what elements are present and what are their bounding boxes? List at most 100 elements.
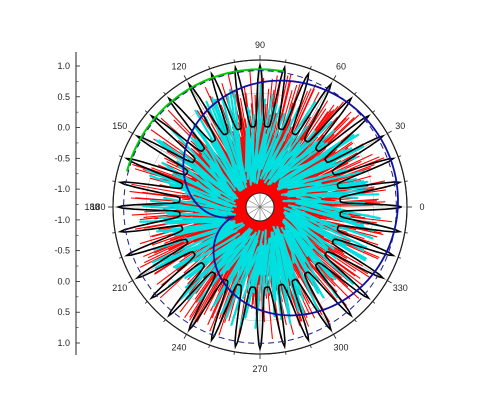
cyan-spike [283,175,324,189]
hub-spoke [259,199,273,208]
cyan-spike [251,128,255,183]
radial-tick-label: -0.5 [54,246,70,256]
radial-tick-label: 1.0 [57,61,70,71]
angle-tick-mark [144,301,148,304]
angle-tick-mark [404,232,408,234]
hub-spoke [259,206,268,220]
cyan-spike [278,156,319,183]
hub-spoke [247,199,261,208]
cyan-spike [287,181,322,190]
polar-frame [108,55,412,359]
cyan-spike [295,195,335,205]
cyan-spike [290,210,321,231]
cyan-spike [287,178,358,193]
cyan-spike [263,149,286,184]
radial-axis: 1.0 0.5 0.0 -0.5 -1.0 -1.0 -0.5 0.0 0.5 1.0 180 [54,52,100,355]
cyan-spike [284,226,306,262]
angle-label-270: 270 [252,364,267,374]
cyan-spike [213,98,248,189]
radial-tick-label: 0.0 [57,276,70,286]
cyan-spike [300,197,329,210]
hub-spoke [259,206,273,215]
cyan-spike [283,233,320,313]
angle-tick-mark [128,130,133,134]
cyan-spike [194,138,237,192]
angle-tick-mark [354,319,357,323]
cyan-spike [151,222,241,264]
angle-label-330: 330 [393,283,408,293]
radial-tick-label: 0.0 [57,123,70,133]
cyan-spike [230,235,258,292]
series-cyan-spikes [139,84,384,329]
angle-label-300: 300 [333,342,348,352]
hub-spoke [259,194,268,208]
cyan-spike [244,127,248,173]
angle-tick-mark [233,351,235,355]
series-blue-spiral [182,79,399,317]
angle-label-90: 90 [255,40,265,50]
angle-label-0: 0 [419,202,424,212]
angle-tick-mark [128,280,133,284]
cyan-spike [284,215,326,250]
radial-tick-label: 0.5 [57,92,70,102]
angle-tick-mark [163,319,166,323]
cyan-spike [272,225,306,316]
radial-tick-label: -0.5 [54,153,70,163]
angle-tick-mark [118,155,123,158]
radial-tick-label: -1.0 [54,184,70,194]
angle-tick-mark [183,334,187,339]
cyan-spike [299,191,322,201]
cyan-spike [221,97,246,182]
cyan-spike [149,199,228,214]
cyan-spike [278,142,328,179]
cyan-spike [230,113,248,184]
cyan-spike [267,132,296,173]
angle-tick-mark [144,110,148,113]
cyan-spike [268,125,308,180]
cyan-spike [280,226,320,294]
cyan-spike [273,141,318,183]
cyan-spike [283,211,367,260]
angle-tick-mark [233,59,235,63]
cyan-spike [287,229,320,282]
cyan-spike [157,216,226,220]
angle-tick-mark [285,351,287,355]
reference-circle-0 [123,70,397,344]
angle-label-30: 30 [395,121,405,131]
cyan-spike [191,191,233,208]
angle-tick-mark [387,130,392,134]
angle-tick-mark [309,344,312,349]
cyan-spike [274,233,288,291]
radial-tick-label: 0.5 [57,307,70,317]
cyan-spike [211,228,252,275]
cyan-spike [269,130,316,185]
angle-tick-mark [208,344,211,349]
cyan-spike [259,138,278,180]
angle-tick-mark [163,91,166,95]
hub-spoke [252,194,261,208]
angle-tick-mark [112,232,116,234]
cyan-spike [287,189,364,198]
angle-tick-mark [372,301,376,304]
radial-tick-label: -1.0 [54,215,70,225]
radial-center-label: 180 [84,202,99,212]
cyan-spike [201,154,233,192]
angle-tick-mark [333,75,337,80]
cyan-spike [194,155,231,194]
angle-tick-mark [208,65,211,70]
cyan-spike [286,222,329,270]
cyan-spike [282,220,332,279]
angle-tick-mark [354,91,357,95]
angle-tick-mark [309,65,312,70]
cyan-spike [252,231,265,281]
cyan-spike [191,222,235,233]
angle-label-210: 210 [112,283,127,293]
cyan-spike [277,160,324,188]
cyan-spike [267,140,302,186]
cyan-spike [271,231,292,325]
cyan-spike [291,206,328,225]
angle-tick-mark [397,256,402,259]
series-black-lobes [115,62,403,352]
